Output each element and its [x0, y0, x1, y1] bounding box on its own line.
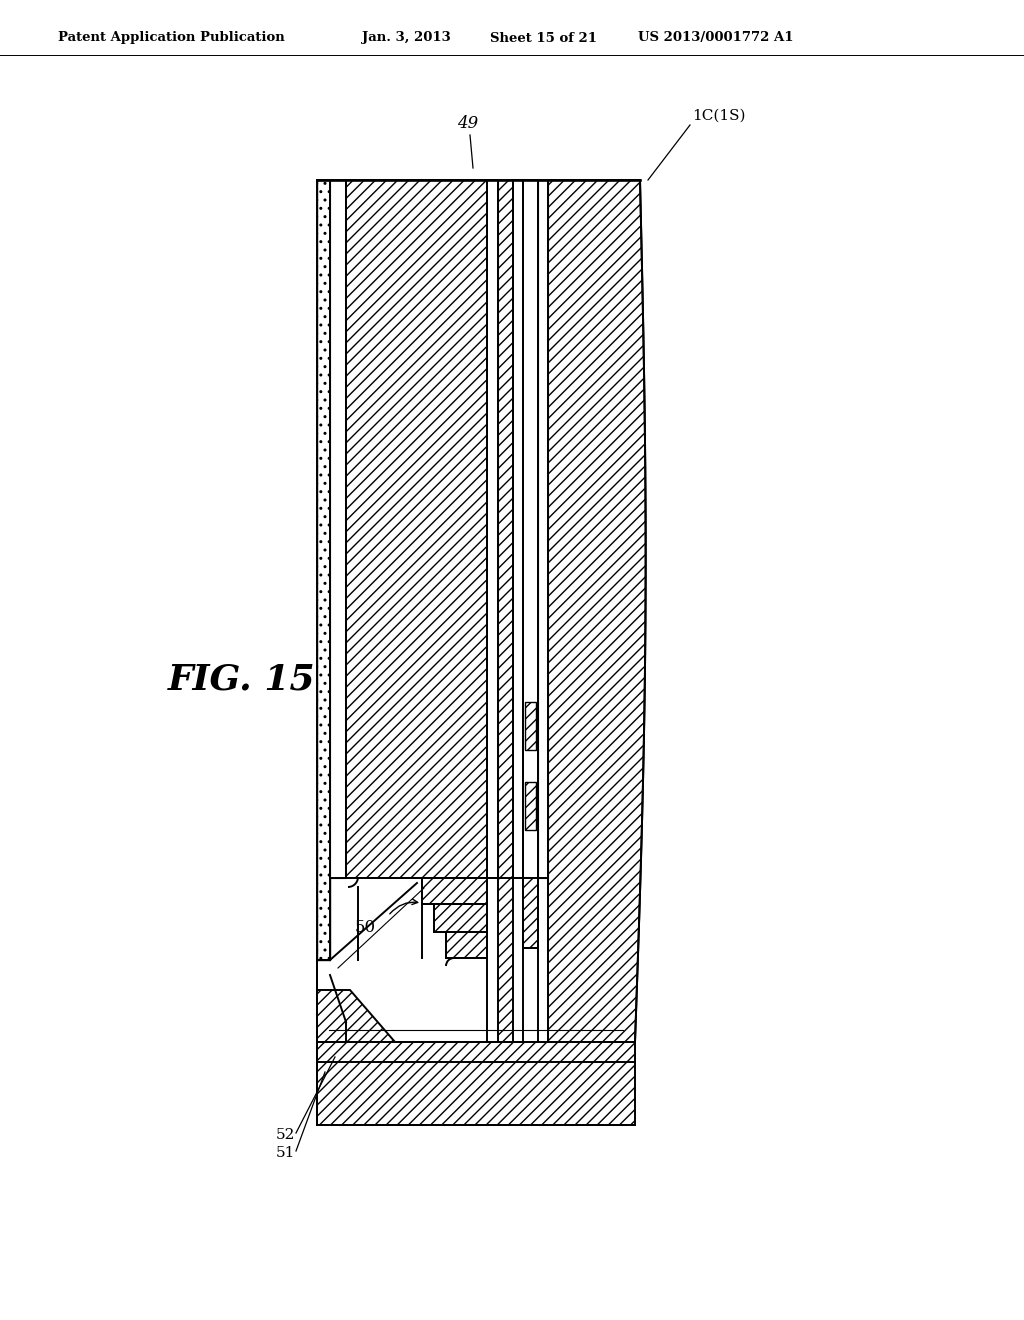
Text: FIG. 15: FIG. 15 [168, 663, 315, 697]
Text: Sheet 15 of 21: Sheet 15 of 21 [490, 32, 597, 45]
Text: 51: 51 [275, 1146, 295, 1160]
Text: Patent Application Publication: Patent Application Publication [58, 32, 285, 45]
Bar [525, 702, 536, 750]
Bar [525, 781, 536, 830]
Bar [523, 878, 538, 948]
Text: US 2013/0001772 A1: US 2013/0001772 A1 [638, 32, 794, 45]
Bar [498, 180, 513, 878]
Bar [346, 180, 487, 878]
Text: 52: 52 [275, 1129, 295, 1142]
Bar [317, 1041, 635, 1125]
Polygon shape [317, 990, 395, 1041]
Text: Jan. 3, 2013: Jan. 3, 2013 [362, 32, 451, 45]
Text: 49: 49 [458, 115, 478, 132]
Bar [446, 932, 487, 958]
Text: 50: 50 [355, 920, 376, 936]
Bar [317, 180, 330, 960]
Bar [538, 180, 548, 878]
Bar [498, 878, 513, 1041]
FancyArrowPatch shape [390, 899, 418, 913]
Bar [487, 180, 498, 878]
Polygon shape [548, 180, 646, 1041]
Text: 1C(1S): 1C(1S) [692, 110, 745, 123]
Bar [422, 878, 487, 904]
Bar [330, 180, 346, 878]
Bar [513, 180, 523, 878]
Bar [434, 904, 487, 932]
Bar [523, 180, 538, 878]
